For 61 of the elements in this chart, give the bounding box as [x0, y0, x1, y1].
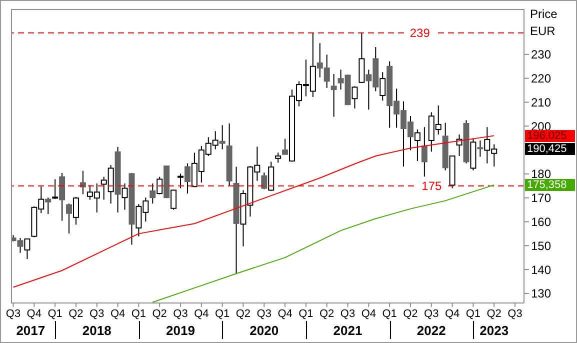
x-tick-label: Q3 — [340, 308, 356, 320]
x-tick-label: Q3 — [256, 308, 272, 320]
candlestick — [380, 72, 386, 102]
y-tick-label: 170 — [531, 191, 552, 206]
x-tick-label: Q2 — [152, 308, 167, 320]
x-tick-label: Q4 — [26, 308, 42, 320]
x-tick-label: Q1 — [298, 308, 314, 320]
candlestick — [268, 161, 274, 192]
y-axis-title: Price EUR — [530, 7, 558, 38]
x-tick-label: Q1 — [131, 308, 146, 320]
candlestick — [178, 173, 184, 189]
candlestick — [170, 189, 177, 210]
x-tick-label: Q4 — [194, 308, 209, 320]
x-tick-label: Q4 — [361, 308, 376, 320]
candlestick — [24, 238, 30, 260]
x-tick-label: Q3 — [173, 308, 188, 320]
text: 2018 — [81, 323, 112, 338]
x-tick-label: Q2 — [68, 308, 84, 320]
x-tick-label: Q3 — [6, 308, 21, 320]
text: 190,425 — [525, 143, 575, 156]
x-tick-label: Q1 — [48, 308, 62, 320]
text: 2021 — [332, 323, 364, 338]
x-tick-label: Q2 — [236, 308, 251, 320]
x-tick-label: Q1 — [466, 308, 481, 320]
text: 175,358 — [525, 178, 575, 191]
y-tick-label: 160 — [531, 214, 552, 229]
candlestick — [352, 86, 358, 109]
candlestick — [358, 32, 365, 84]
x-tick-label: Q3 — [424, 308, 439, 320]
x-tick-label: Q2 — [320, 308, 334, 320]
text: 2023 — [478, 323, 510, 338]
y-tick-label: 180 — [531, 167, 552, 182]
text: 2022 — [416, 323, 447, 338]
x-tick-label: Q4 — [444, 308, 460, 320]
y-tick-label: 140 — [531, 262, 552, 277]
y-tick-label: 150 — [531, 238, 552, 253]
candlestick — [421, 126, 428, 178]
x-tick-label: Q4 — [278, 308, 292, 320]
y-tick-label: 220 — [531, 72, 552, 86]
candlestick — [72, 196, 79, 226]
x-tick-label: Q1 — [214, 308, 230, 320]
candlestick — [122, 182, 128, 210]
x-tick-label: Q3 — [508, 308, 522, 320]
x-tick-label: Q4 — [110, 308, 126, 320]
y-tick-label: 230 — [531, 48, 552, 62]
x-tick-label: Q2 — [403, 308, 418, 320]
x-tick-label: Q1 — [382, 308, 397, 320]
y-tick-label: 210 — [531, 95, 552, 110]
text: 2017 — [15, 323, 46, 338]
ref-line-label: 239 — [410, 26, 430, 40]
candlestick — [330, 74, 337, 118]
text: 196,025 — [525, 130, 575, 142]
x-tick-label: Q2 — [486, 308, 502, 320]
candlestick — [414, 128, 420, 162]
x-tick-label: Q3 — [90, 308, 104, 320]
candlestick — [275, 152, 282, 164]
text: 2019 — [165, 323, 196, 338]
ref-line-label: 175 — [422, 178, 442, 193]
y-tick-label: 130 — [531, 286, 552, 301]
candlestick — [52, 178, 58, 200]
text: 2020 — [248, 323, 280, 338]
